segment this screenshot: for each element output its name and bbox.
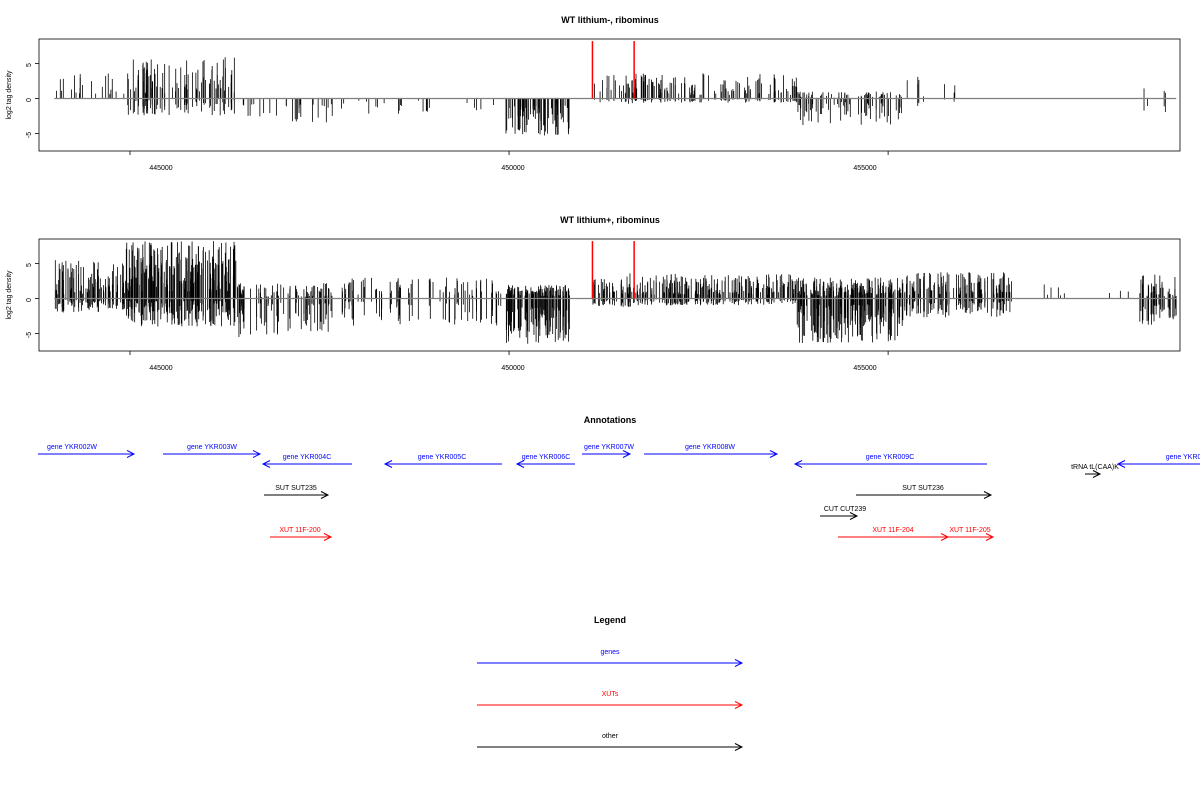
arrow-head	[1092, 470, 1102, 478]
plot-frame	[38, 238, 1181, 352]
panel-title: WT lithium-, ribominus	[561, 15, 659, 25]
annotation-arrow: gene YKR007W	[582, 444, 634, 458]
arrow-head	[622, 450, 632, 458]
legend-item: XUTs	[477, 691, 744, 709]
annotation-label: gene YKR005C	[418, 454, 467, 461]
annotations-section: Annotations gene YKR002W gene YKR003W gene…	[38, 415, 1200, 541]
annotations-title: Annotations	[584, 415, 637, 425]
annotation-label: gene YKR006C	[522, 454, 571, 461]
annotation-arrow: gene YKR004C	[261, 454, 352, 468]
annotation-arrow: gene YKR009C	[793, 454, 987, 468]
x-tick-label: 445000	[149, 365, 172, 372]
annotation-label: tRNA tL(CAA)K	[1071, 464, 1119, 471]
arrow-head	[383, 460, 393, 468]
track-panel-lithium-plus: WT lithium+, ribominus log2 tag density …	[6, 215, 1181, 372]
annotation-arrow: CUT CUT239	[820, 506, 866, 520]
arrow-head	[320, 491, 330, 499]
x-tick-label: 450000	[501, 165, 524, 172]
legend-item: other	[477, 733, 744, 751]
arrow-head	[983, 491, 993, 499]
annotation-label: XUT 11F-204	[872, 527, 913, 534]
arrow-head	[985, 533, 995, 541]
annotation-label: gene YKR010C	[1166, 454, 1200, 461]
annotation-label: gene YKR003W	[187, 444, 237, 451]
arrow-head	[849, 512, 859, 520]
legend-label: XUTs	[602, 691, 619, 698]
annotation-label: gene YKR004C	[283, 454, 332, 461]
arrow-head	[126, 450, 136, 458]
annotation-label: SUT SUT236	[902, 485, 944, 492]
annotation-arrow: gene YKR008W	[644, 444, 779, 458]
annotation-arrow: SUT SUT236	[856, 485, 993, 499]
y-tick-label: 0	[26, 298, 33, 302]
arrow-head	[793, 460, 803, 468]
annotation-arrow: XUT 11F-205	[948, 527, 995, 541]
y-tick-label: 0	[26, 98, 33, 102]
panel-title: WT lithium+, ribominus	[560, 215, 660, 225]
annotation-label: SUT SUT235	[275, 485, 317, 492]
annotation-arrow: gene YKR003W	[163, 444, 262, 458]
arrow-head	[734, 659, 744, 667]
legend-label: genes	[600, 649, 620, 656]
annotation-label: gene YKR009C	[866, 454, 915, 461]
y-tick-label: 5	[26, 63, 33, 67]
x-tick-label: 455000	[853, 365, 876, 372]
arrow-head	[261, 460, 271, 468]
annotation-arrow: tRNA tL(CAA)K	[1071, 464, 1119, 478]
track-panel-lithium-minus: WT lithium-, ribominus log2 tag density …	[6, 15, 1181, 172]
x-tick-label: 455000	[853, 165, 876, 172]
legend-section: Legend genes XUTs other	[477, 615, 744, 751]
y-axis-label: log2 tag density	[6, 270, 13, 320]
annotation-label: CUT CUT239	[824, 506, 866, 513]
annotation-arrow: gene YKR010C	[1116, 454, 1200, 468]
arrow-head	[734, 701, 744, 709]
legend-item: genes	[477, 649, 744, 667]
annotation-label: gene YKR002W	[47, 444, 97, 451]
arrow-head	[1116, 460, 1126, 468]
legend-title: Legend	[594, 615, 626, 625]
arrow-head	[734, 743, 744, 751]
x-tick-label: 445000	[149, 165, 172, 172]
annotation-arrow: gene YKR005C	[383, 454, 502, 468]
y-tick-label: 5	[26, 263, 33, 267]
arrow-head	[515, 460, 525, 468]
annotation-label: gene YKR007W	[584, 444, 634, 451]
arrow-head	[323, 533, 333, 541]
bar-series	[56, 57, 1166, 136]
annotation-arrow: SUT SUT235	[264, 485, 330, 499]
y-tick-label: -5	[26, 132, 33, 138]
annotation-label: XUT 11F-205	[949, 527, 990, 534]
plot-frame	[38, 38, 1181, 152]
x-tick-label: 450000	[501, 365, 524, 372]
legend-label: other	[602, 733, 619, 740]
y-tick-label: -5	[26, 332, 33, 338]
bar-series	[54, 241, 1177, 344]
annotation-label: gene YKR008W	[685, 444, 735, 451]
annotation-arrow: gene YKR002W	[38, 444, 136, 458]
arrow-head	[769, 450, 779, 458]
arrow-head	[252, 450, 262, 458]
annotation-arrow: gene YKR006C	[515, 454, 575, 468]
annotation-arrow: XUT 11F-200	[270, 527, 333, 541]
y-axis-label: log2 tag density	[6, 70, 13, 120]
annotation-label: XUT 11F-200	[279, 527, 320, 534]
